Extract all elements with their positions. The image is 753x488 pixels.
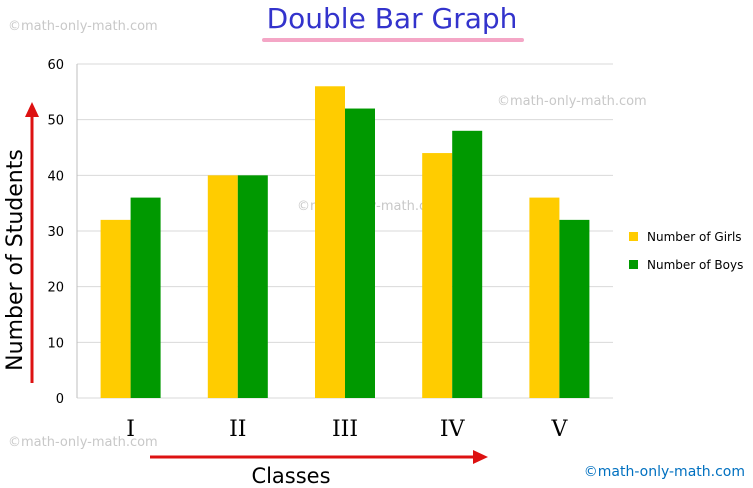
y-tick-label: 50	[47, 114, 64, 129]
x-tick-label: II	[229, 417, 246, 442]
y-tick-label: 40	[47, 169, 64, 184]
watermark: ©math-only-math.com	[8, 19, 158, 34]
legend: Number of Girls Number of Boys	[629, 230, 743, 272]
legend-swatch	[629, 260, 638, 269]
x-tick-labels: I II III IV V	[126, 417, 568, 442]
watermark: ©math-only-math.com	[497, 94, 647, 109]
watermark: ©math-only-math.com	[8, 435, 158, 450]
y-tick-label: 20	[47, 281, 64, 296]
y-tick-label: 10	[47, 336, 64, 351]
bar-girls-i	[100, 219, 131, 398]
y-tick-labels: 0 10 20 30 40 50 60	[47, 58, 64, 407]
legend-label: Number of Girls	[647, 230, 742, 244]
y-tick-label: 60	[47, 58, 64, 73]
bars	[100, 86, 590, 399]
bar-boys-ii	[237, 175, 268, 398]
bar-boys-i	[130, 197, 161, 398]
x-axis-title: Classes	[251, 464, 330, 488]
x-tick-label: V	[550, 417, 568, 442]
bar-boys-iv	[452, 130, 483, 399]
bar-boys-v	[559, 219, 590, 398]
bar-girls-iii	[315, 86, 345, 399]
x-tick-label: III	[332, 417, 358, 442]
y-tick-label: 30	[47, 225, 64, 240]
x-tick-label: I	[126, 417, 135, 442]
x-tick-label: IV	[440, 417, 466, 442]
y-tick-label: 0	[56, 392, 64, 407]
y-axis-title: Number of Students	[3, 149, 28, 371]
chart-title: Double Bar Graph	[267, 2, 518, 35]
legend-swatch	[629, 232, 638, 241]
credit-text: ©math-only-math.com	[584, 464, 745, 480]
bar-girls-v	[529, 197, 560, 398]
bar-girls-iv	[422, 153, 453, 398]
bar-boys-iii	[345, 108, 375, 399]
x-axis-arrow-head	[473, 450, 488, 464]
legend-label: Number of Boys	[647, 258, 743, 272]
y-axis-arrow-head	[25, 102, 39, 117]
bar-girls-ii	[207, 175, 238, 398]
